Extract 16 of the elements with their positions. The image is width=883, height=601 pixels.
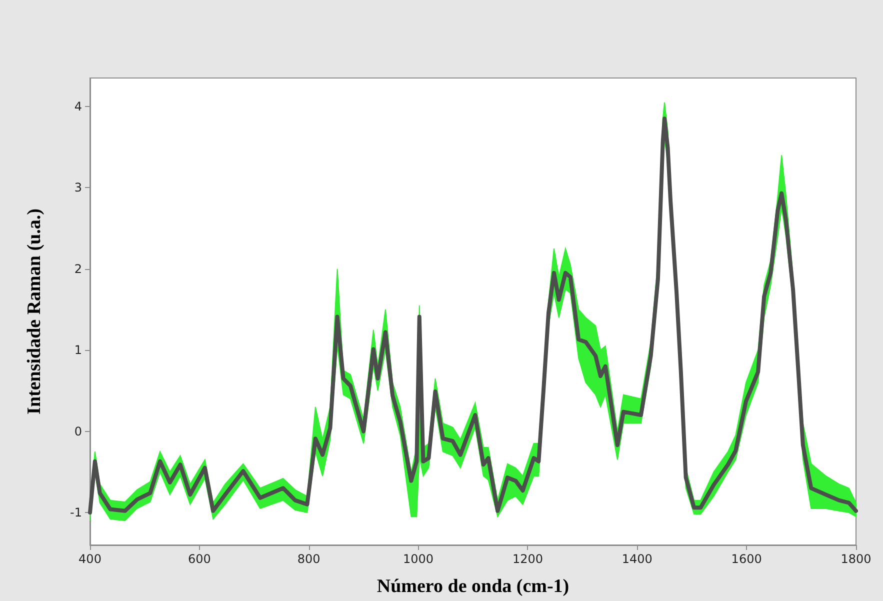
y-tick-label: 0 [74, 424, 82, 438]
y-tick-label: -1 [70, 506, 82, 520]
x-tick-label: 800 [297, 552, 320, 566]
y-tick-label: 2 [74, 262, 82, 276]
y-tick-label: 3 [74, 180, 82, 195]
x-tick-label: 1000 [403, 552, 434, 566]
x-tick-label: 600 [188, 552, 211, 566]
x-tick-label: 1800 [840, 552, 872, 566]
x-tick-label: 400 [78, 552, 102, 566]
x-axis-title: Número de onda (cm-1) [376, 576, 570, 597]
x-tick-label: 1400 [622, 552, 652, 566]
y-axis-title: Intensidade Raman (u.a.) [24, 208, 45, 414]
y-tick-label: 1 [74, 343, 82, 358]
x-tick-label: 1200 [512, 552, 543, 566]
x-tick-label: 1600 [731, 552, 762, 566]
y-tick-label: 4 [74, 99, 82, 114]
